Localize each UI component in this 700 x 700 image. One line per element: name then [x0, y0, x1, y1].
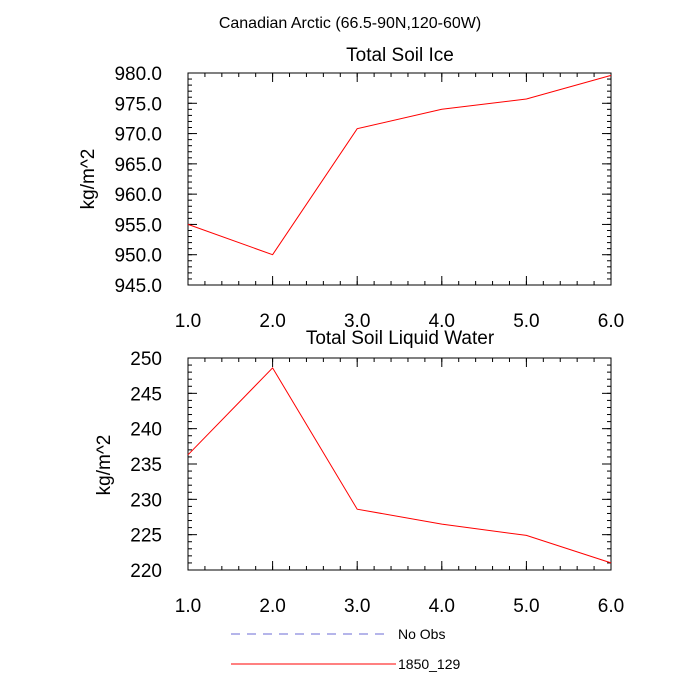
x-tick-label: 1.0 [175, 311, 201, 332]
y-tick-label: 970.0 [114, 125, 162, 146]
series-line-1850-129 [187, 367, 612, 564]
y-tick-label: 980.0 [114, 64, 162, 85]
x-tick-label: 3.0 [344, 596, 370, 617]
legend: No Obs 1850_129 [231, 626, 461, 672]
chart-title: Total Soil Ice [346, 45, 454, 66]
panel-total-soil-ice: Total Soil Ice kg/m^2 945.0 950.0 955.0 960… [78, 45, 624, 332]
y-tick-label: 225 [130, 526, 162, 547]
x-tick-label: 2.0 [259, 596, 285, 617]
x-tick-label: 3.0 [344, 311, 370, 332]
y-tick-label: 230 [130, 490, 162, 511]
legend-label-1850-129: 1850_129 [398, 656, 461, 672]
y-tick-label: 950.0 [114, 246, 162, 267]
x-tick-label: 5.0 [513, 311, 539, 332]
chart-title: Total Soil Liquid Water [306, 328, 495, 349]
y-tick-label: 245 [130, 384, 162, 405]
plot-frame [187, 72, 612, 286]
y-tick-label: 975.0 [114, 94, 162, 115]
y-axis-label: kg/m^2 [94, 435, 115, 496]
x-tick-label: 5.0 [513, 596, 539, 617]
x-tick-label: 6.0 [598, 311, 624, 332]
y-tick-label: 960.0 [114, 185, 162, 206]
y-tick-label: 220 [130, 561, 162, 582]
y-tick-label: 965.0 [114, 155, 162, 176]
x-tick-label: 4.0 [429, 311, 455, 332]
x-tick-label: 4.0 [429, 596, 455, 617]
panel-total-soil-liquid-water: Total Soil Liquid Water kg/m^2 220 225 230… [94, 328, 624, 617]
x-tick-label: 2.0 [259, 311, 285, 332]
figure-suptitle: Canadian Arctic (66.5-90N,120-60W) [219, 15, 481, 32]
y-tick-label: 235 [130, 455, 162, 476]
y-tick-label: 250 [130, 349, 162, 370]
y-tick-label: 240 [130, 420, 162, 441]
y-tick-label: 945.0 [114, 276, 162, 297]
legend-label-no-obs: No Obs [398, 626, 445, 642]
y-tick-label: 955.0 [114, 215, 162, 236]
x-tick-label: 6.0 [598, 596, 624, 617]
x-tick-label: 1.0 [175, 596, 201, 617]
y-axis-label: kg/m^2 [78, 149, 99, 210]
series-line-1850-129 [187, 74, 612, 256]
